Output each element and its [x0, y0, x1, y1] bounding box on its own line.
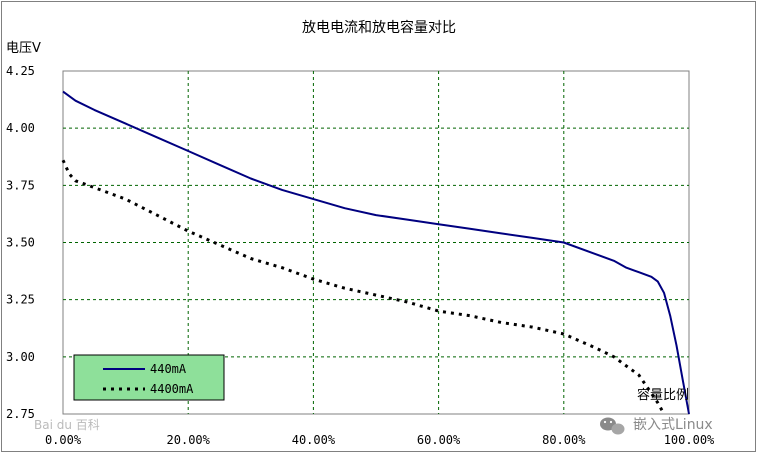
x-tick-label: 60.00%	[417, 433, 461, 447]
x-tick-label: 100.00%	[664, 433, 715, 447]
legend-label-440ma: 440mA	[150, 362, 187, 376]
y-tick-label: 4.00	[6, 121, 35, 135]
y-axis-label: 电压V	[6, 41, 41, 56]
legend-label-4400ma: 4400mA	[150, 382, 194, 396]
wechat-icon	[600, 417, 625, 435]
y-tick-label: 2.75	[6, 407, 35, 421]
series-line-4400ma	[61, 159, 666, 415]
tick-labels: 0.00% 20.00% 40.00% 60.00% 80.00% 100.00% 4.25…	[6, 64, 715, 447]
y-tick-label: 4.25	[6, 64, 35, 78]
account-watermark: 嵌入式Linux	[600, 417, 713, 435]
account-watermark-text: 嵌入式Linux	[633, 417, 713, 433]
baidu-watermark-text: Bai du 百科	[34, 418, 100, 432]
x-tick-label: 40.00%	[292, 433, 336, 447]
legend: 440mA 4400mA	[73, 354, 225, 401]
baidu-watermark: Bai du 百科	[34, 418, 100, 432]
y-tick-label: 3.25	[6, 293, 35, 307]
x-tick-label: 0.00%	[45, 433, 82, 447]
x-tick-label: 20.00%	[167, 433, 211, 447]
x-axis-label: 容量比例	[637, 387, 689, 403]
legend-box	[73, 354, 225, 401]
series-line-440ma	[62, 90, 690, 415]
y-tick-label: 3.50	[6, 236, 35, 250]
series-lines	[61, 90, 690, 415]
x-tick-label: 80.00%	[542, 433, 586, 447]
chart-title: 放电电流和放电容量对比	[302, 19, 456, 36]
y-tick-label: 3.75	[6, 178, 35, 192]
y-tick-label: 3.00	[6, 350, 35, 364]
